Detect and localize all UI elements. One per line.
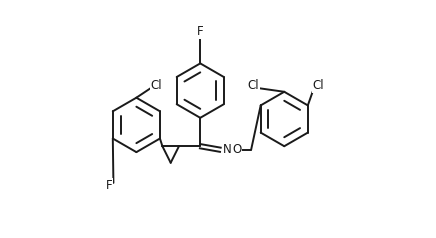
- Text: Cl: Cl: [248, 79, 259, 92]
- Text: O: O: [232, 143, 242, 156]
- Text: F: F: [106, 179, 112, 192]
- Text: F: F: [197, 25, 204, 38]
- Text: Cl: Cl: [150, 79, 162, 92]
- Text: N: N: [223, 143, 232, 156]
- Text: Cl: Cl: [313, 79, 324, 92]
